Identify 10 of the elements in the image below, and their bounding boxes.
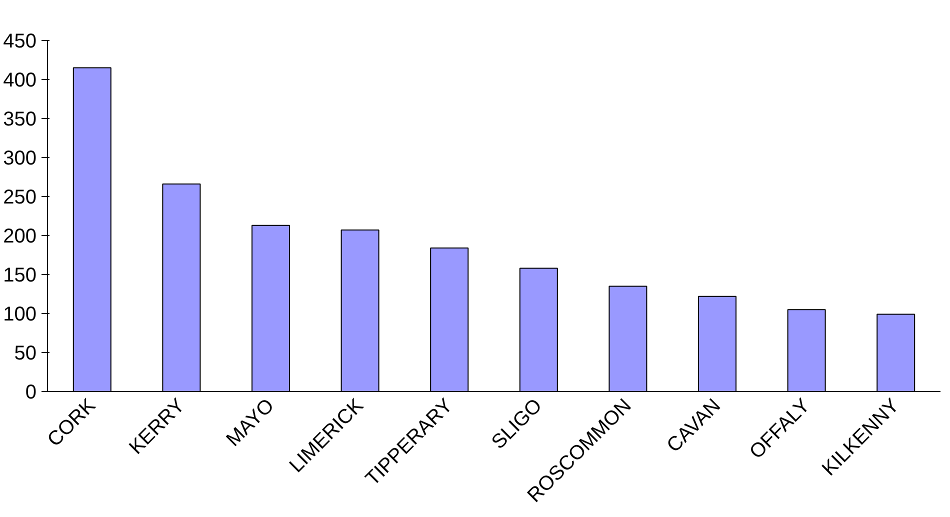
y-tick-label: 400: [3, 70, 37, 92]
y-tick-label: 100: [3, 304, 37, 326]
y-tick-label: 0: [25, 382, 36, 404]
y-tick-label: 200: [3, 226, 37, 248]
y-tick-label: 150: [3, 264, 37, 286]
y-tick-label: 50: [14, 342, 37, 364]
y-tick-label: 450: [3, 30, 37, 52]
y-tick-label: 300: [3, 148, 37, 170]
y-tick-label: 250: [3, 186, 37, 208]
y-tick-label: 350: [3, 108, 37, 130]
